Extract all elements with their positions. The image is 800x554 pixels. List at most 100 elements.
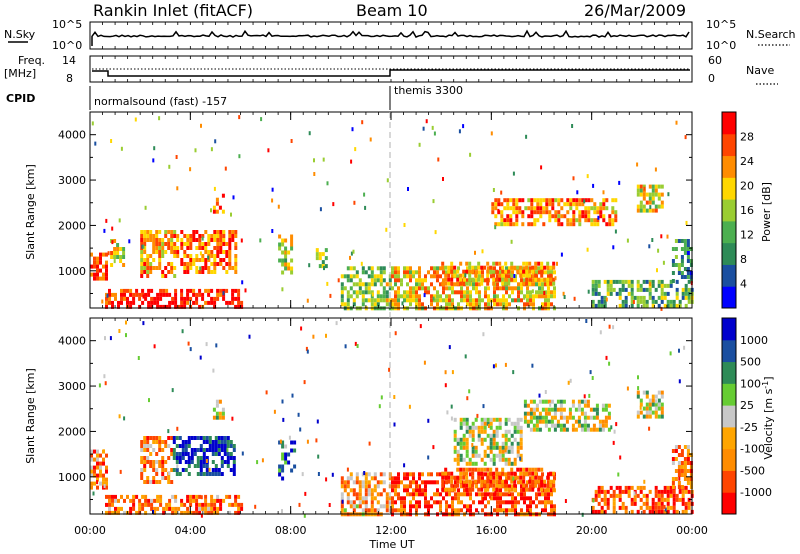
echo-cell-p2-r8	[495, 475, 499, 480]
echo-cell-p2-r9	[477, 453, 481, 458]
echo-cell-p2-r10	[544, 415, 548, 420]
echo-cell-p2-r3	[223, 440, 227, 444]
echo-cell-p1-r4	[195, 270, 199, 274]
echo-cell-p2-r11	[600, 497, 604, 502]
echo-speck-p1	[189, 167, 192, 172]
echo-speck-p1	[259, 238, 262, 243]
echo-cell-p2-r1	[150, 506, 154, 511]
echo-cell-p2-r9	[510, 445, 514, 450]
echo-cell-p2-r0	[102, 457, 105, 462]
echo-cell-p2-r6	[370, 504, 374, 509]
echo-cell-p2-r11	[687, 501, 691, 506]
echo-cell-p2-r2	[152, 480, 156, 484]
echo-cell-p2-r7	[514, 508, 517, 513]
echo-cell-p2-r6	[355, 472, 359, 477]
echo-cell-p2-r6	[340, 476, 344, 481]
echo-cell-p2-r1	[147, 502, 151, 507]
echo-cell-p2-r7	[511, 484, 514, 489]
echo-speck-p2	[432, 445, 435, 450]
echo-speck-p2	[317, 472, 320, 476]
echo-speck-p1	[657, 248, 660, 253]
echo-cell-p1-r9	[535, 290, 538, 295]
echo-speck-p1	[549, 198, 552, 203]
echo-cell-p1-r12	[636, 287, 640, 292]
echo-cell-p1-r11	[566, 210, 570, 215]
echo-cell-p1-r10	[462, 273, 466, 278]
echo-cell-p2-r1	[159, 502, 163, 507]
echo-cell-p1-r11	[572, 210, 576, 215]
echo-cell-p2-r3	[214, 436, 218, 440]
echo-cell-p1-r10	[480, 281, 484, 286]
echo-cell-p2-r13	[686, 457, 690, 461]
echo-cell-p2-r10	[583, 411, 587, 416]
echo-cell-p1-r13	[645, 208, 649, 213]
echo-cell-p1-r10	[525, 265, 529, 270]
echo-cell-p1-r1	[153, 300, 157, 305]
ytick-label-p1-3000: 3000	[58, 174, 86, 187]
echo-cell-p2-r8	[474, 467, 478, 472]
echo-cell-p1-r1	[111, 292, 114, 297]
echo-cell-p2-r11	[660, 505, 664, 510]
echo-cell-p2-r11	[666, 497, 670, 502]
echo-cell-p1-r8	[364, 270, 368, 275]
echo-cell-p1-r9	[430, 302, 433, 307]
echo-cell-p2-r10	[577, 407, 581, 412]
echo-cell-p2-r7	[451, 496, 454, 501]
echo-cell-p2-r11	[687, 505, 691, 510]
echo-cell-p1-r8	[382, 298, 386, 303]
echo-cell-p1-r8	[340, 294, 344, 299]
echo-cell-p1-r4	[195, 230, 199, 234]
echo-cell-p1-r9	[466, 294, 469, 299]
echo-cell-p2-r6	[385, 504, 389, 509]
echo-cell-p1-r8	[358, 282, 362, 287]
echo-cell-p2-r9	[453, 437, 457, 442]
echo-cell-p1-r0	[105, 272, 108, 277]
echo-cell-p1-r13	[651, 184, 655, 189]
echo-cell-p1-r10	[552, 281, 556, 286]
echo-speck-p2	[331, 472, 334, 477]
echo-cell-p2-r7	[463, 492, 466, 497]
echo-cell-p1-r12	[684, 291, 688, 296]
echo-cell-p2-r9	[471, 433, 475, 438]
echo-cell-p2-r9	[456, 461, 460, 466]
echo-speck-p2	[476, 413, 479, 418]
echo-cell-p2-r11	[684, 489, 688, 494]
echo-cell-p2-r11	[654, 489, 658, 494]
echo-cell-p1-r11	[506, 218, 510, 223]
echo-cell-p1-r9	[541, 290, 544, 295]
echo-cell-p1-r11	[542, 222, 546, 227]
echo-cell-p1-r11	[590, 218, 594, 223]
colorbar-swatch-p2-5	[722, 383, 736, 406]
echo-cell-p2-r10	[571, 423, 575, 428]
echo-speck-p2	[643, 479, 646, 484]
echo-cell-p2-r10	[544, 411, 548, 416]
echo-cell-p1-r9	[478, 270, 481, 275]
velocity-colorbar-label-main: Velocity [m s	[762, 388, 775, 459]
echo-cell-p1-r14	[686, 275, 690, 279]
echo-cell-p2-r7	[544, 508, 547, 513]
echo-cell-p2-r7	[436, 472, 439, 477]
colorbar-tick-p2-1: 500	[740, 356, 761, 369]
echo-cell-p2-r3	[175, 468, 179, 472]
echo-cell-p2-r7	[430, 504, 433, 509]
echo-cell-p2-r10	[559, 399, 563, 404]
echo-cell-p2-r8	[492, 483, 496, 488]
echo-cell-p2-r3	[199, 468, 203, 472]
echo-cell-p1-r11	[605, 206, 609, 211]
echo-cell-p1-r0	[105, 252, 108, 257]
echo-cell-p2-r6	[364, 500, 368, 505]
echo-cell-p2-r8	[462, 471, 466, 476]
echo-cell-p2-r11	[594, 497, 598, 502]
echo-cell-p1-r1	[132, 296, 136, 301]
echo-cell-p2-r6	[346, 496, 350, 501]
echo-cell-p2-r0	[96, 461, 99, 466]
echo-speck-p2	[612, 325, 615, 330]
echo-cell-p2-r11	[603, 501, 607, 506]
echo-cell-p1-r9	[406, 294, 409, 299]
echo-speck-p1	[369, 137, 372, 142]
echo-cell-p2-r7	[457, 488, 460, 493]
echo-speck-p2	[531, 363, 534, 368]
echo-cell-p1-r11	[614, 210, 618, 215]
echo-cell-p2-r6	[346, 480, 350, 485]
echo-cell-p1-r10	[546, 265, 550, 270]
